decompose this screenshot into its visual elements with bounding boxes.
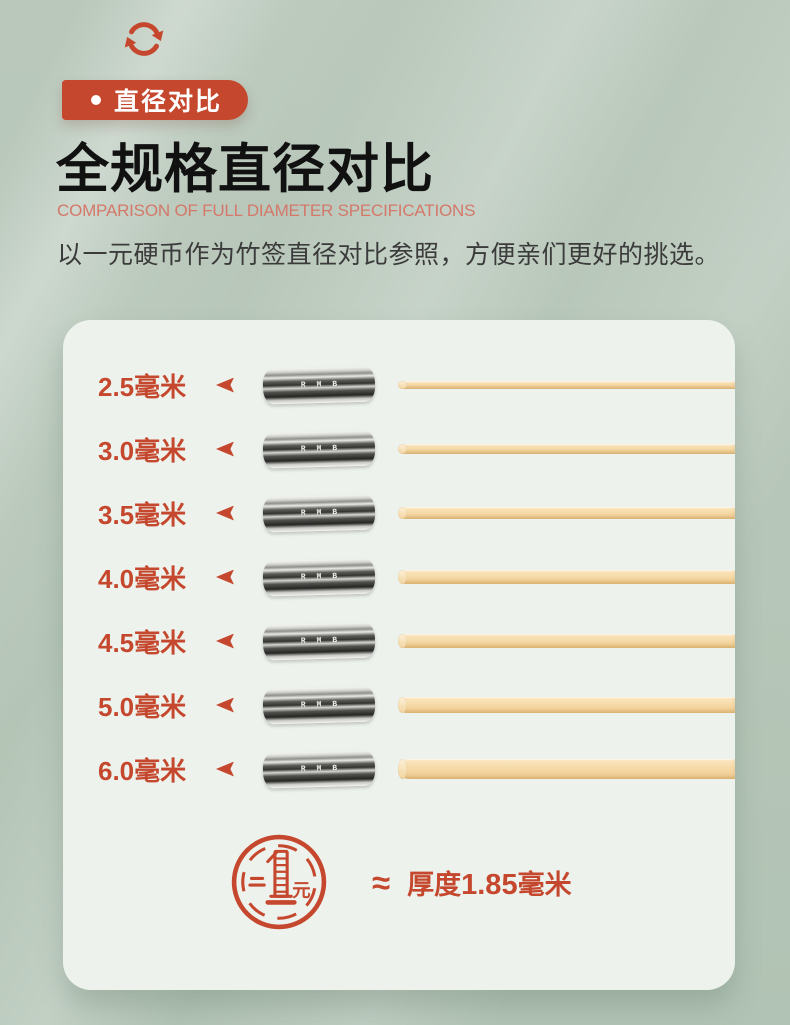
comparison-card: 2.5毫米 RMB 3.0毫米 RMB 3.5毫米 RMB 4.0毫米 R: [63, 320, 735, 990]
left-arrow-icon: [216, 505, 234, 521]
one-yuan-coin-icon: 元: [231, 834, 327, 930]
badge-dot-icon: [91, 95, 101, 105]
left-arrow-icon: [216, 441, 234, 457]
refresh-cycle-icon: [124, 22, 164, 56]
section-badge: 直径对比: [62, 80, 248, 120]
badge-label: 直径对比: [114, 88, 223, 116]
thickness-suffix: 毫米: [517, 869, 572, 900]
skewer-tip: [398, 633, 407, 649]
diameter-label: 6.0毫米: [98, 755, 187, 786]
skewer-tip: [398, 696, 407, 714]
diameter-row: 5.0毫米 RMB: [63, 673, 735, 737]
thickness-text: 厚度1.85毫米: [407, 863, 571, 902]
coin-edge-marking: RMB: [300, 698, 349, 709]
page-subtitle: COMPARISON OF FULL DIAMETER SPECIFICATIO…: [57, 201, 476, 220]
diameter-row: 3.5毫米 RMB: [63, 481, 735, 545]
skewer-tip: [398, 507, 407, 519]
diameter-label: 4.0毫米: [98, 563, 187, 594]
thickness-prefix: 厚度: [407, 869, 462, 900]
skewer-photo: [398, 633, 735, 649]
diameter-label: 4.5毫米: [98, 627, 187, 658]
coin-yuan-character: 元: [292, 879, 310, 900]
skewer-photo: [398, 759, 735, 779]
diameter-label: 5.0毫米: [98, 691, 187, 722]
left-arrow-icon: [216, 633, 234, 649]
coin-edge-photo: RMB: [262, 686, 376, 724]
coin-edge-photo: RMB: [262, 366, 376, 404]
skewer-photo: [398, 507, 735, 519]
diameter-row: 2.5毫米 RMB: [63, 353, 735, 417]
thickness-value: 1.85: [461, 868, 518, 901]
skewer-photo: [398, 444, 735, 454]
skewer-photo: [398, 696, 735, 714]
coin-edge-photo: RMB: [262, 430, 376, 468]
coin-edge-photo: RMB: [262, 622, 376, 660]
diameter-row: 3.0毫米 RMB: [63, 417, 735, 481]
coin-edge-photo: RMB: [262, 558, 376, 596]
left-arrow-icon: [216, 761, 234, 777]
page-title: 全规格直径对比: [56, 140, 434, 199]
approx-symbol: ≈: [372, 863, 391, 901]
coin-edge-marking: RMB: [300, 762, 349, 773]
page-description: 以一元硬币作为竹签直径对比参照，方便亲们更好的挑选。: [57, 241, 721, 269]
coin-edge-marking: RMB: [300, 506, 349, 517]
diameter-row: 4.0毫米 RMB: [63, 545, 735, 609]
skewer-tip: [398, 380, 407, 390]
diameter-row: 6.0毫米 RMB: [63, 737, 735, 801]
left-arrow-icon: [216, 569, 234, 585]
skewer-tip: [398, 444, 407, 454]
coin-edge-photo: RMB: [262, 494, 376, 532]
left-arrow-icon: [216, 377, 234, 393]
skewer-tip: [398, 759, 407, 779]
coin-edge-photo: RMB: [262, 750, 376, 788]
skewer-tip: [398, 570, 407, 584]
coin-edge-marking: RMB: [300, 634, 349, 645]
diameter-label: 3.5毫米: [98, 499, 187, 530]
coin-edge-marking: RMB: [300, 442, 349, 453]
diameter-row: 4.5毫米 RMB: [63, 609, 735, 673]
diameter-label: 3.0毫米: [98, 435, 187, 466]
left-arrow-icon: [216, 697, 234, 713]
coin-edge-marking: RMB: [300, 378, 349, 389]
coin-edge-marking: RMB: [300, 570, 349, 581]
skewer-photo: [398, 570, 735, 584]
diameter-label: 2.5毫米: [98, 371, 187, 402]
skewer-photo: [398, 380, 735, 390]
diameter-rows: 2.5毫米 RMB 3.0毫米 RMB 3.5毫米 RMB 4.0毫米 R: [63, 320, 735, 801]
coin-thickness-note: 元 ≈ 厚度1.85毫米: [63, 833, 735, 931]
